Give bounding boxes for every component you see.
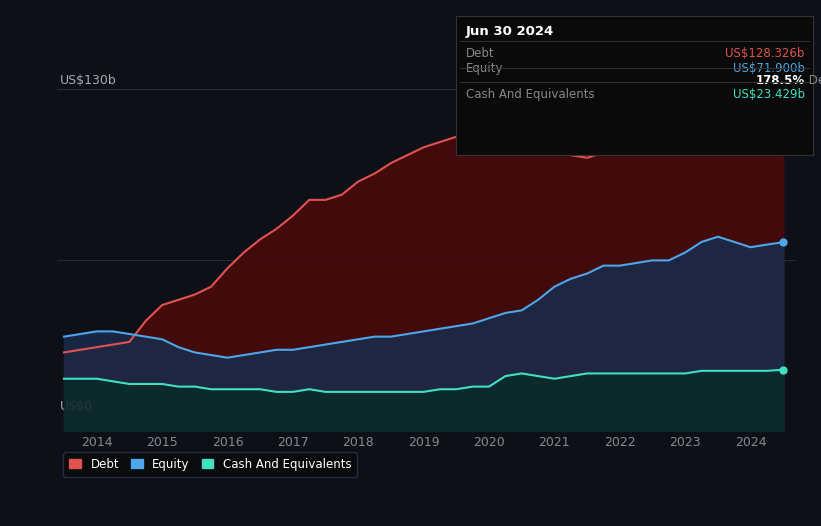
Text: US$128.326b: US$128.326b <box>725 47 805 60</box>
Text: Debt: Debt <box>466 47 494 60</box>
Text: US$130b: US$130b <box>60 74 117 87</box>
Text: Equity: Equity <box>466 62 503 75</box>
Text: Debt/Equity Ratio: Debt/Equity Ratio <box>805 74 821 87</box>
Text: 178.5%: 178.5% <box>755 74 805 87</box>
Text: US$23.429b: US$23.429b <box>732 88 805 102</box>
Text: Jun 30 2024: Jun 30 2024 <box>466 25 553 38</box>
Legend: Debt, Equity, Cash And Equivalents: Debt, Equity, Cash And Equivalents <box>63 452 357 477</box>
Text: US$0: US$0 <box>60 400 93 413</box>
Text: Cash And Equivalents: Cash And Equivalents <box>466 88 594 102</box>
Text: US$71.900b: US$71.900b <box>732 62 805 75</box>
